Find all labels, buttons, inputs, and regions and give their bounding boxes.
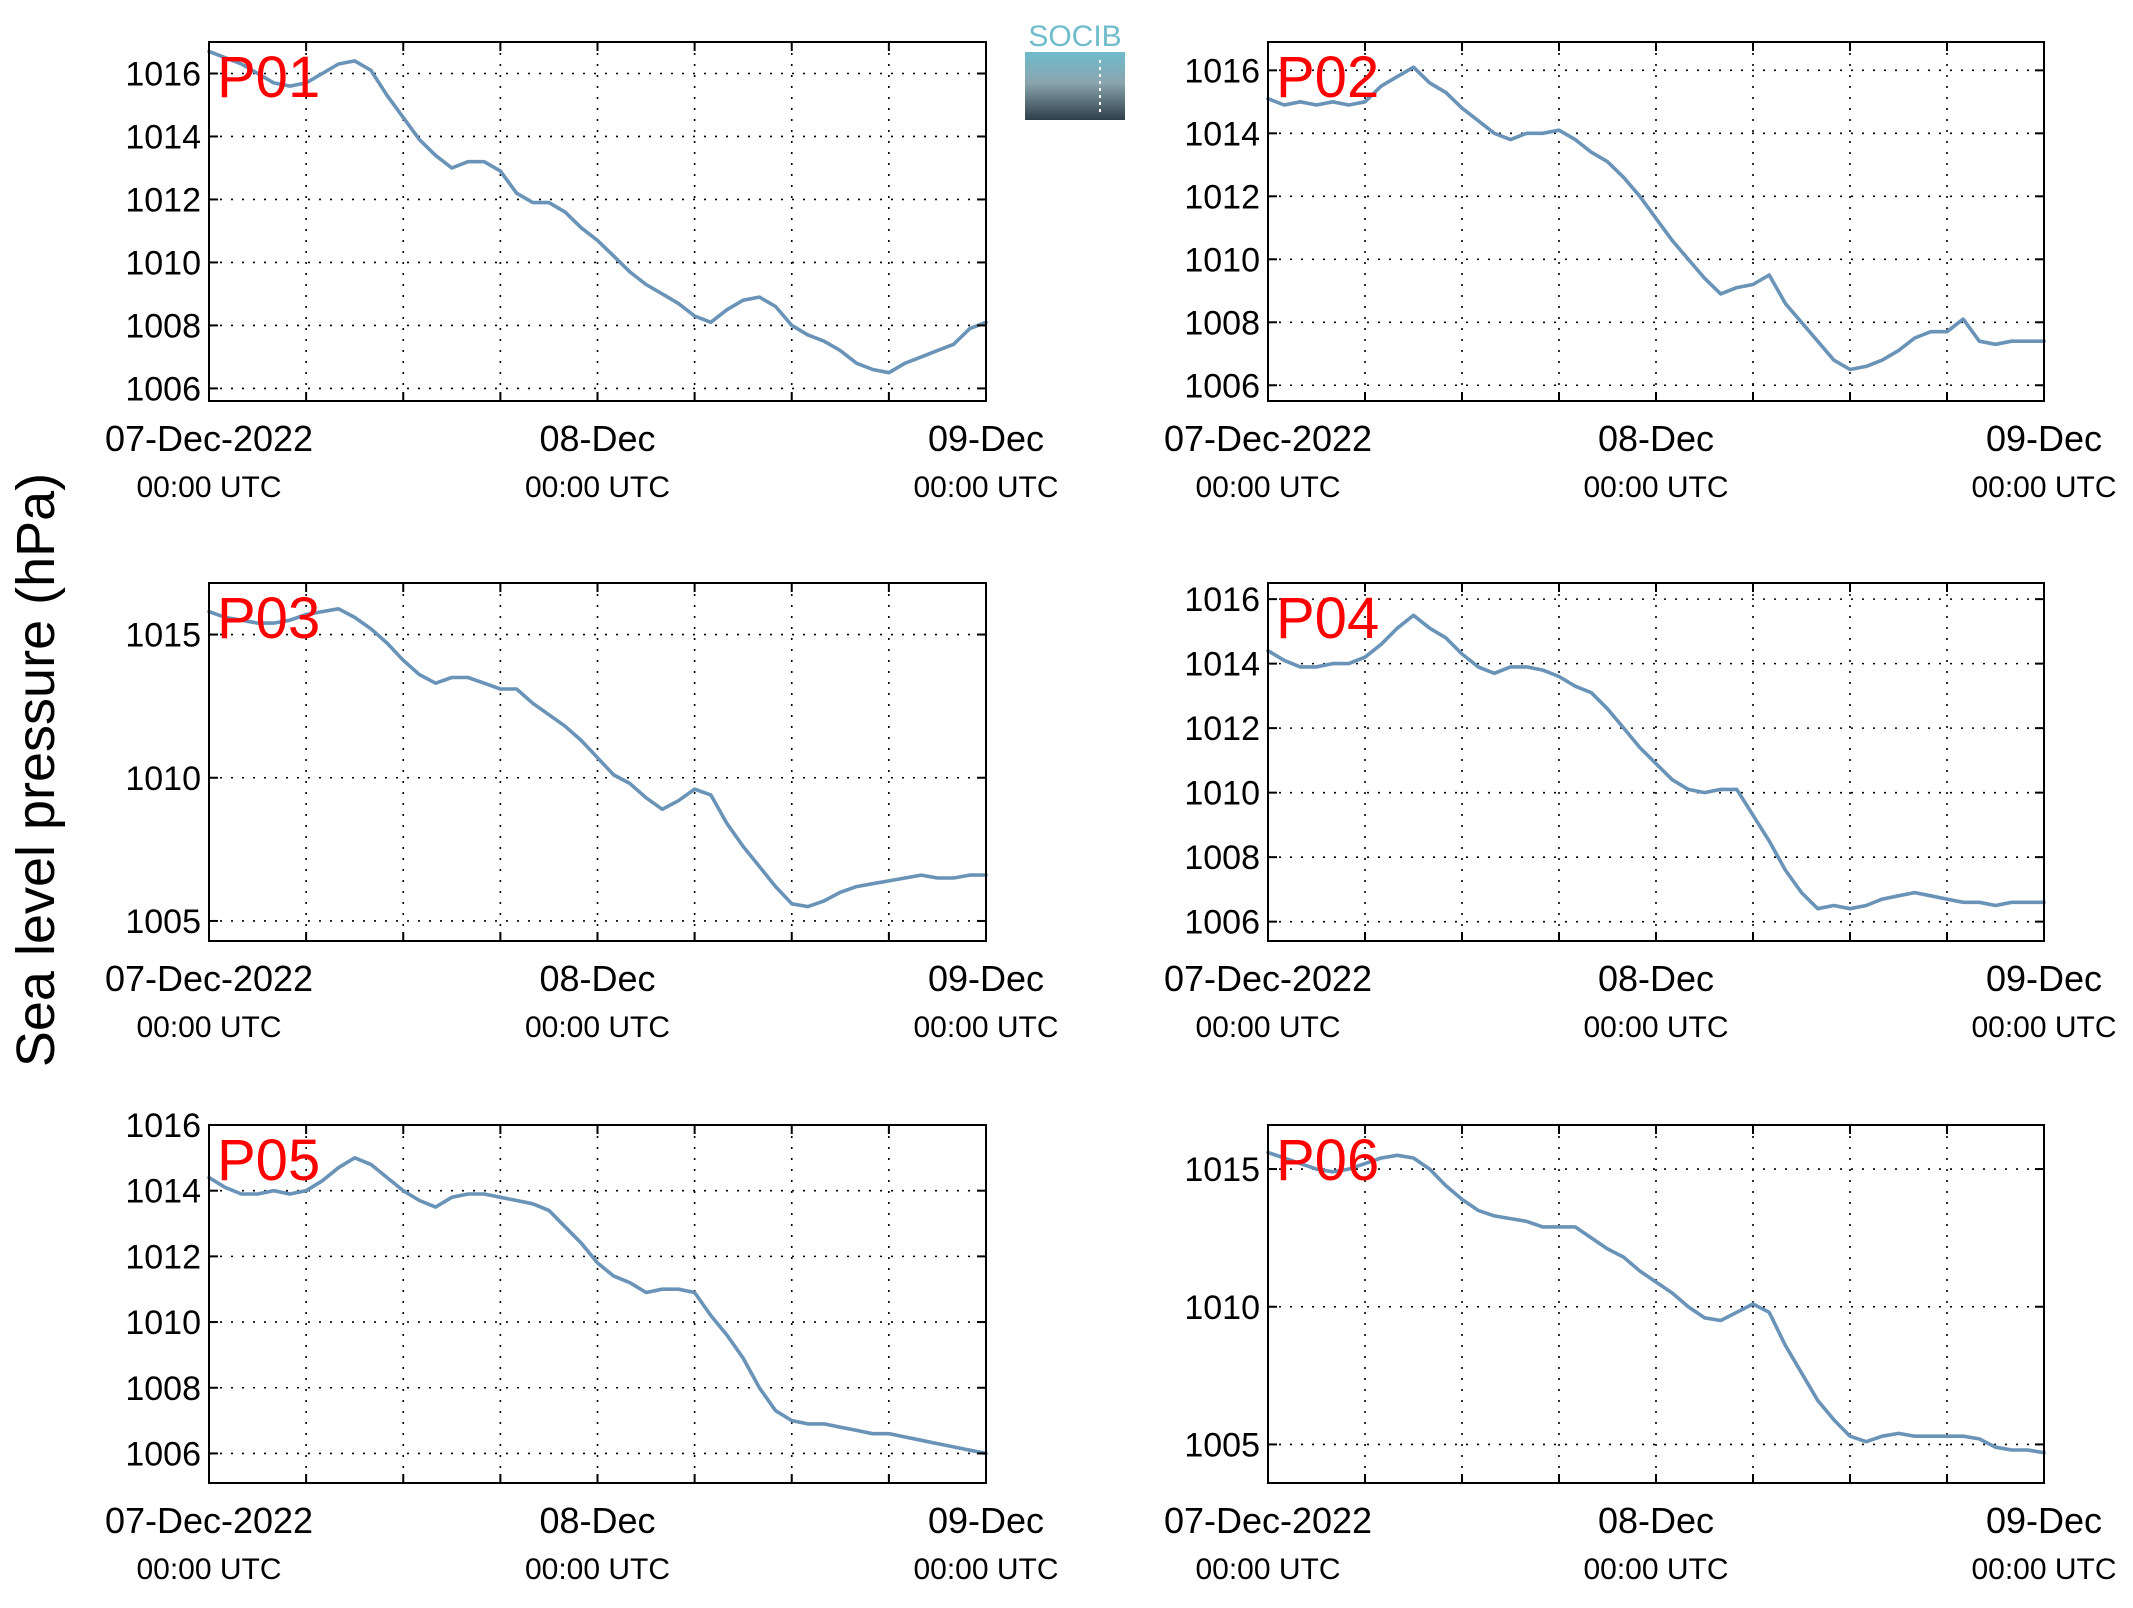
- y-tick-label: 1006: [1184, 904, 1260, 942]
- x-tick-label-date: 09-Dec: [928, 418, 1044, 459]
- y-tick-label: 1010: [1184, 241, 1260, 279]
- panel-label: P04: [1276, 586, 1379, 651]
- panel-label: P06: [1276, 1128, 1379, 1193]
- y-tick-label: 1016: [1184, 581, 1260, 619]
- x-tick-label-time: 00:00 UTC: [1971, 471, 2116, 504]
- x-tick-label-time: 00:00 UTC: [525, 471, 670, 504]
- panel-p05: 1006 1008 1010 1012 1014 1016 07-Dec-2022 00:00…: [105, 1107, 1059, 1586]
- x-tick-label-date: 07-Dec-2022: [1164, 958, 1372, 999]
- panel-label: P01: [217, 45, 320, 110]
- panel-label: P05: [217, 1128, 320, 1193]
- series-line: [1266, 1150, 2046, 1455]
- y-tick-label: 1012: [1184, 178, 1260, 216]
- panel-p06: 1005 1010 1015 07-Dec-2022 00:00 UTC 08-Dec 00…: [1164, 1124, 2117, 1586]
- y-tick-label: 1008: [125, 307, 201, 345]
- panels: 1006 1008 1010 1012 1014 1016 07-Dec-2022 00:00…: [105, 41, 2117, 1586]
- y-tick-label: 1006: [1184, 367, 1260, 405]
- series-line: [207, 49, 988, 375]
- x-tick-label-date: 09-Dec: [928, 1500, 1044, 1541]
- x-tick-label-date: 07-Dec-2022: [105, 958, 313, 999]
- x-tick-label-date: 08-Dec: [1598, 958, 1714, 999]
- series-line: [1266, 613, 2046, 911]
- logo-text: SOCIB: [1028, 20, 1121, 53]
- y-tick-label: 1008: [1184, 304, 1260, 342]
- y-tick-label: 1008: [1184, 839, 1260, 877]
- y-tick-label: 1015: [1184, 1151, 1260, 1189]
- y-tick-label: 1012: [125, 181, 201, 219]
- panel-p04: 1006 1008 1010 1012 1014 1016 07-Dec-2022 00:00…: [1164, 581, 2117, 1044]
- panel-label: P02: [1276, 45, 1379, 110]
- y-tick-label: 1005: [1184, 1426, 1260, 1464]
- x-tick-label-date: 07-Dec-2022: [1164, 1500, 1372, 1541]
- x-tick-label-time: 00:00 UTC: [913, 1011, 1058, 1044]
- axes-frame: [208, 41, 987, 402]
- x-tick-label-date: 08-Dec: [539, 958, 655, 999]
- y-axis-label: Sea level pressure (hPa): [6, 473, 66, 1067]
- x-tick-label-time: 00:00 UTC: [1971, 1553, 2116, 1586]
- panel-p01: 1006 1008 1010 1012 1014 1016 07-Dec-2022 00:00…: [105, 41, 1059, 504]
- x-tick-label-date: 07-Dec-2022: [105, 418, 313, 459]
- x-tick-label-time: 00:00 UTC: [525, 1011, 670, 1044]
- axes-frame: [208, 582, 987, 942]
- x-tick-label-time: 00:00 UTC: [913, 471, 1058, 504]
- x-tick-label-date: 07-Dec-2022: [105, 1500, 313, 1541]
- x-tick-label-time: 00:00 UTC: [1195, 1011, 1340, 1044]
- x-tick-label-time: 00:00 UTC: [1971, 1011, 2116, 1044]
- panel-label: P03: [217, 586, 320, 651]
- y-tick-label: 1008: [125, 1370, 201, 1408]
- y-tick-label: 1014: [1184, 646, 1260, 684]
- y-tick-label: 1016: [125, 55, 201, 93]
- x-tick-label-date: 07-Dec-2022: [1164, 418, 1372, 459]
- x-tick-label-date: 09-Dec: [1986, 1500, 2102, 1541]
- axes-frame: [1267, 41, 2045, 402]
- y-tick-label: 1016: [125, 1107, 201, 1145]
- y-tick-label: 1010: [125, 1304, 201, 1342]
- axes-frame: [1267, 1124, 2045, 1484]
- y-tick-label: 1005: [125, 903, 201, 941]
- y-tick-label: 1010: [1184, 1289, 1260, 1327]
- x-tick-label-time: 00:00 UTC: [136, 471, 281, 504]
- series-line: [207, 607, 988, 909]
- x-tick-label-time: 00:00 UTC: [1195, 471, 1340, 504]
- panel-p03: 1005 1010 1015 07-Dec-2022 00:00 UTC 08-Dec 00…: [105, 582, 1059, 1044]
- y-tick-label: 1010: [1184, 775, 1260, 813]
- x-tick-label-date: 08-Dec: [539, 1500, 655, 1541]
- y-tick-label: 1006: [125, 370, 201, 408]
- y-tick-label: 1010: [125, 760, 201, 798]
- series-line: [207, 1156, 988, 1456]
- x-tick-label-date: 08-Dec: [539, 418, 655, 459]
- x-tick-label-date: 09-Dec: [1986, 958, 2102, 999]
- y-tick-label: 1014: [125, 118, 201, 156]
- y-tick-label: 1014: [1184, 115, 1260, 153]
- x-tick-label-time: 00:00 UTC: [913, 1553, 1058, 1586]
- x-tick-label-time: 00:00 UTC: [136, 1011, 281, 1044]
- x-tick-label-time: 00:00 UTC: [1195, 1553, 1340, 1586]
- y-tick-label: 1015: [125, 617, 201, 655]
- x-tick-label-time: 00:00 UTC: [136, 1553, 281, 1586]
- x-tick-label-date: 08-Dec: [1598, 1500, 1714, 1541]
- x-tick-label-time: 00:00 UTC: [525, 1553, 670, 1586]
- y-tick-label: 1012: [1184, 710, 1260, 748]
- y-tick-label: 1006: [125, 1435, 201, 1473]
- y-tick-label: 1012: [125, 1238, 201, 1276]
- series-line: [1266, 65, 2046, 372]
- y-tick-label: 1014: [125, 1173, 201, 1211]
- y-tick-label: 1010: [125, 244, 201, 282]
- socib-logo: SOCIB: [1025, 20, 1125, 120]
- x-tick-label-date: 09-Dec: [928, 958, 1044, 999]
- logo-block: [1025, 52, 1125, 120]
- x-tick-label-time: 00:00 UTC: [1583, 1553, 1728, 1586]
- x-tick-label-date: 09-Dec: [1986, 418, 2102, 459]
- panel-p02: 1006 1008 1010 1012 1014 1016 07-Dec-2022 00:00…: [1164, 41, 2117, 504]
- x-tick-label-date: 08-Dec: [1598, 418, 1714, 459]
- x-tick-label-time: 00:00 UTC: [1583, 1011, 1728, 1044]
- y-tick-label: 1016: [1184, 52, 1260, 90]
- x-tick-label-time: 00:00 UTC: [1583, 471, 1728, 504]
